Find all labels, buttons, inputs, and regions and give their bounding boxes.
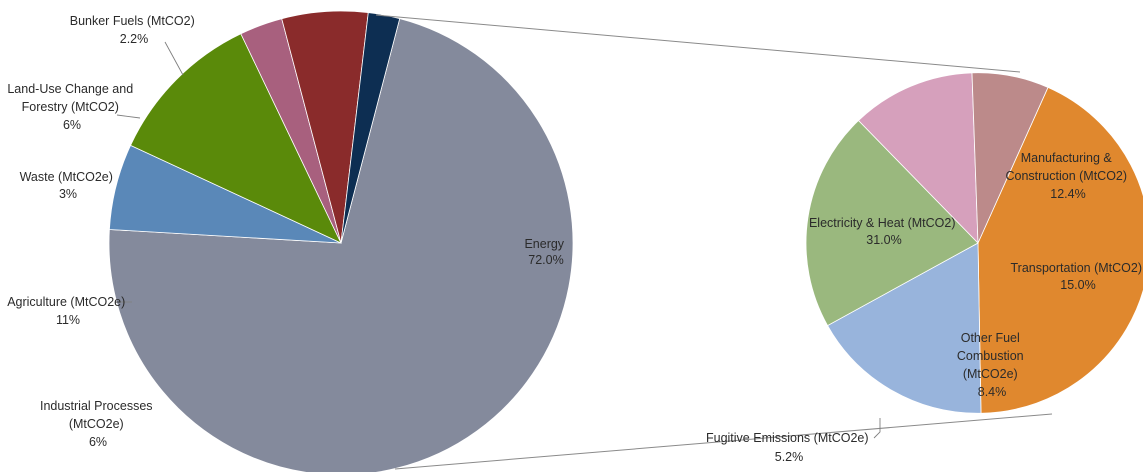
label-manufacturing: Manufacturing & Construction (MtCO2) 12.… [1005, 151, 1130, 201]
label-fugitive-emissions-value: 5.2% [775, 450, 804, 464]
breakdown-pie [805, 72, 1143, 414]
label-other-fuel-name-1: Other Fuel [961, 331, 1020, 345]
main-slice-bunker-fuels-mtco2 [340, 12, 401, 244]
label-waste-value: 3% [59, 187, 77, 201]
label-transportation-value: 15.0% [1060, 278, 1095, 292]
label-industrial-processes: Industrial Processes (MtCO2e) 6% [40, 399, 156, 449]
label-land-use-name-1: Land-Use Change and [7, 82, 133, 96]
leader-lines [116, 41, 881, 439]
label-other-fuel-name-3: (MtCO2e) [963, 367, 1018, 381]
label-electricity-heat-value: 31.0% [866, 233, 901, 247]
label-land-use-name-2: Forestry (MtCO2) [22, 100, 119, 114]
label-bunker-fuels-value: 2.2% [120, 32, 149, 46]
label-land-use: Land-Use Change and Forestry (MtCO2) 6% [7, 82, 136, 132]
connector-line-bottom [394, 413, 1053, 470]
label-other-fuel-name-2: Combustion [957, 349, 1024, 363]
label-agriculture-name: Agriculture (MtCO2e) [7, 295, 125, 309]
label-bunker-fuels: Bunker Fuels (MtCO2) 2.2% [70, 14, 199, 46]
main-slice-agriculture-mtco2e [130, 33, 342, 244]
connector-line-top [375, 14, 1021, 73]
main-slice-energy [108, 18, 574, 472]
leader-line-fugitive-emissions [873, 418, 881, 439]
label-waste: Waste (MtCO2e) 3% [20, 170, 117, 201]
label-fugitive-emissions: Fugitive Emissions (MtCO2e) 5.2% [706, 431, 872, 464]
breakdown-slice-other-fuel-combustion-mtco2e [857, 72, 979, 245]
label-other-fuel-value: 8.4% [978, 385, 1007, 399]
breakdown-slice-transportation-mtco2 [805, 119, 979, 327]
label-industrial-processes-name-1: Industrial Processes [40, 399, 153, 413]
label-agriculture-value: 11% [56, 313, 80, 327]
label-land-use-value: 6% [63, 118, 81, 132]
label-energy-value: 72.0% [528, 253, 563, 267]
leader-line-land-use [116, 114, 141, 119]
breakdown-slice-manufacturing-construction-mtco2 [827, 242, 982, 414]
label-energy: Energy 72.0% [524, 237, 567, 267]
label-manufacturing-value: 12.4% [1050, 187, 1085, 201]
label-industrial-processes-name-2: (MtCO2e) [69, 417, 124, 431]
label-bunker-fuels-name: Bunker Fuels (MtCO2) [70, 14, 195, 28]
label-energy-name: Energy [524, 237, 564, 251]
pie-connector-lines [375, 14, 1053, 470]
leader-line-bunker-fuels [164, 41, 184, 76]
label-industrial-processes-value: 6% [89, 435, 107, 449]
breakdown-slice-fugitive-emissions-mtco2e [971, 72, 1049, 244]
main-pie [108, 10, 574, 472]
label-agriculture: Agriculture (MtCO2e) 11% [7, 295, 129, 327]
label-fugitive-emissions-name: Fugitive Emissions (MtCO2e) [706, 431, 869, 445]
label-other-fuel: Other Fuel Combustion (MtCO2e) 8.4% [957, 331, 1027, 399]
label-transportation: Transportation (MtCO2) 15.0% [1010, 261, 1143, 292]
label-waste-name: Waste (MtCO2e) [20, 170, 113, 184]
label-manufacturing-name-2: Construction (MtCO2) [1005, 169, 1127, 183]
label-electricity-heat-name: Electricity & Heat (MtCO2) [809, 216, 956, 230]
breakdown-slice-electricity-heat-mtco2 [977, 86, 1143, 414]
label-transportation-name: Transportation (MtCO2) [1010, 261, 1142, 275]
label-manufacturing-name-1: Manufacturing & [1021, 151, 1113, 165]
label-electricity-heat: Electricity & Heat (MtCO2) 31.0% [809, 216, 959, 247]
